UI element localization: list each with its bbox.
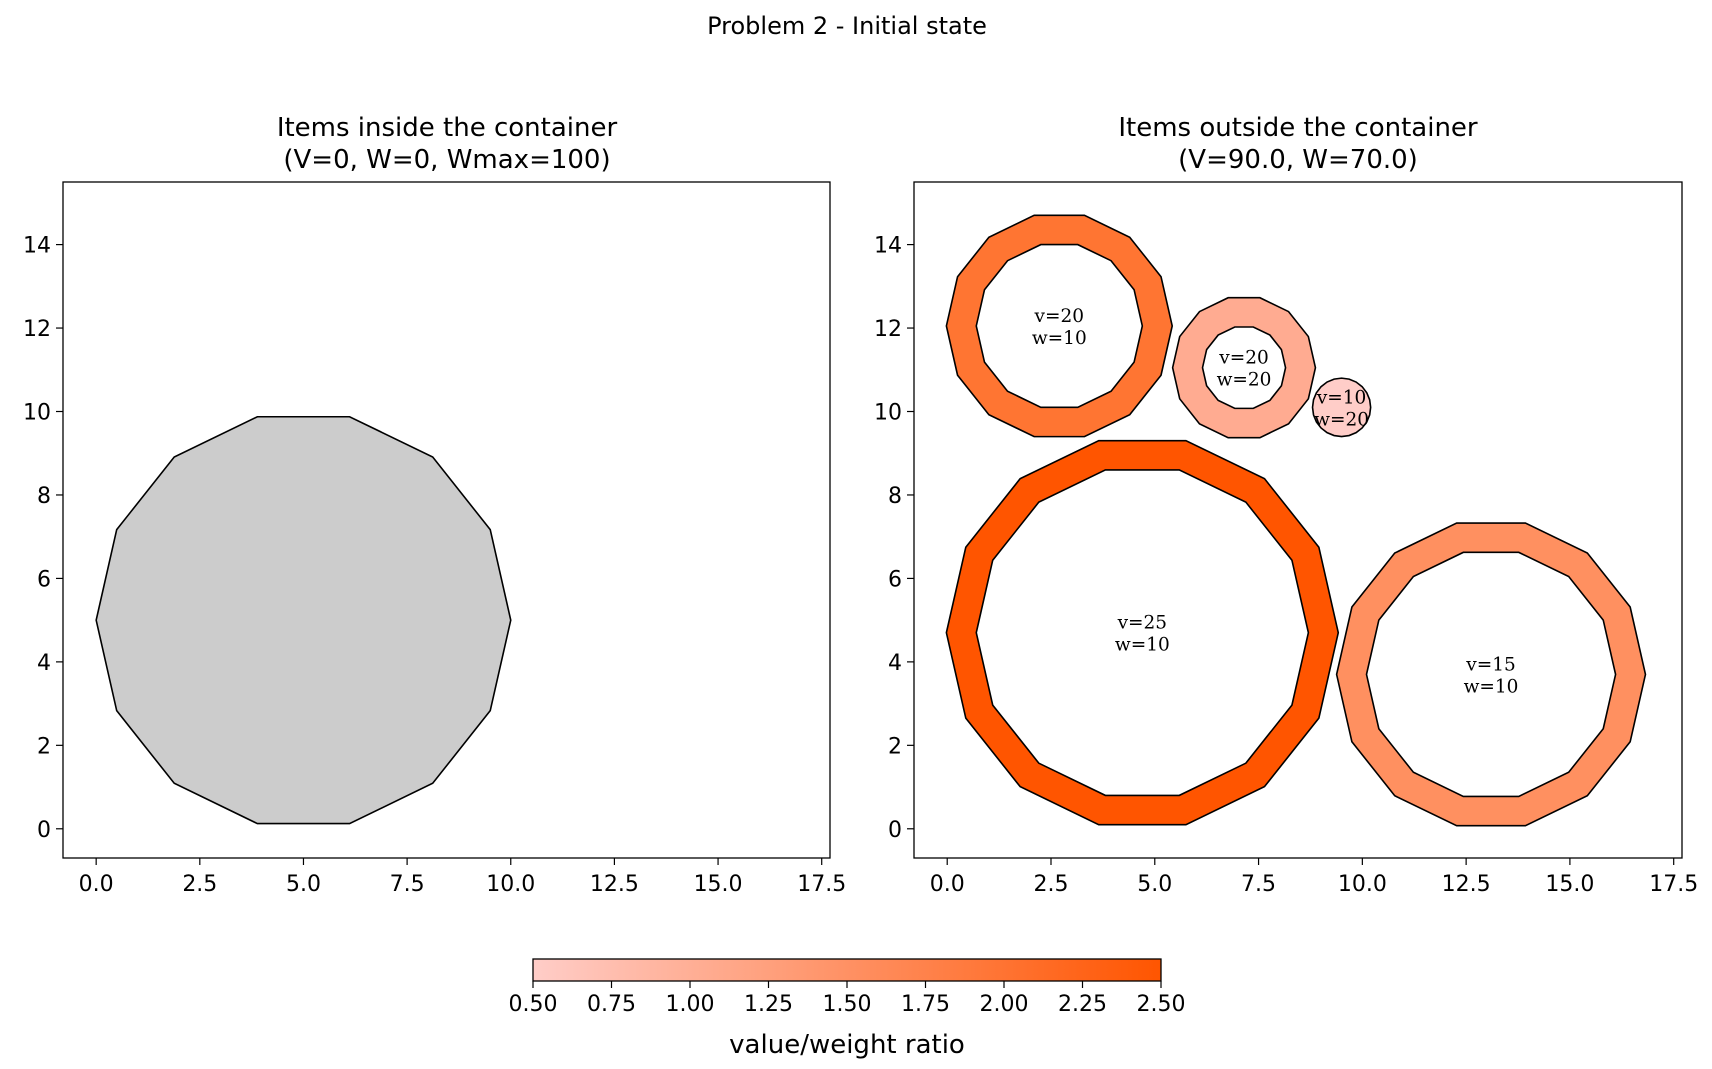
item-ring: v=15w=10: [1335, 522, 1647, 827]
item-weight-label: w=10: [1115, 635, 1170, 656]
item-ring-shape: [945, 214, 1174, 438]
x-tick-label: 10.0: [1338, 872, 1387, 897]
x-tick-label: 0.0: [930, 872, 965, 897]
item-weight-label: w=10: [1032, 328, 1087, 349]
colorbar-label: value/weight ratio: [729, 1030, 965, 1060]
colorbar-tick-label: 1.75: [901, 992, 950, 1017]
axes-frame-outside: [913, 181, 1683, 859]
colorbar-tick-label: 1.50: [823, 992, 872, 1017]
ticks-outside: 0.0 2.5 5.0 7.5 10.0 12.5 15.0 17.5 0 2 4 6 8 10 12 14: [874, 234, 1698, 897]
x-tick-label: 5.0: [1137, 872, 1172, 897]
item-weight-label: w=20: [1314, 409, 1369, 430]
colorbar: 0.50 0.75 1.00 1.25 1.50 1.75 2.00 2.25 2.50 val…: [509, 958, 1186, 1060]
colorbar-tick-label: 2.25: [1058, 992, 1107, 1017]
axes-subtitle-inside: (V=0, W=0, Wmax=100): [283, 145, 610, 175]
y-tick-label: 12: [874, 317, 902, 342]
ticks-inside: 0.0 2.5 5.0 7.5 10.0 12.5 15.0 17.5 0 2 4 6 8 10 12 14: [23, 234, 846, 897]
y-tick-label: 6: [888, 567, 902, 592]
x-tick-label: 17.5: [797, 872, 846, 897]
item-ring: v=20w=10: [945, 214, 1174, 438]
colorbar-gradient: [532, 958, 1162, 982]
x-tick-label: 12.5: [590, 872, 639, 897]
axes-title-outside: Items outside the container: [1118, 113, 1478, 143]
item-ring: v=20w=20: [1171, 296, 1317, 439]
item-ring: v=25w=10: [945, 439, 1340, 826]
colorbar-tick-label: 1.00: [666, 992, 715, 1017]
y-tick-label: 2: [888, 734, 902, 759]
y-tick-label: 4: [888, 651, 902, 676]
x-tick-label: 7.5: [390, 872, 425, 897]
item-ring-shape: [1335, 522, 1647, 827]
x-tick-label: 17.5: [1649, 872, 1698, 897]
plot-area-inside: [95, 415, 512, 825]
x-tick-label: 5.0: [286, 872, 321, 897]
y-tick-label: 4: [37, 651, 51, 676]
axes-inside-container: Items inside the container (V=0, W=0, Wm…: [23, 113, 846, 897]
item-ring-shape: [1311, 377, 1372, 438]
x-tick-label: 15.0: [694, 872, 743, 897]
axes-title-inside: Items inside the container: [277, 113, 618, 143]
item-value-label: v=10: [1316, 387, 1367, 408]
x-tick-label: 2.5: [1033, 872, 1068, 897]
x-tick-label: 10.0: [486, 872, 535, 897]
colorbar-ticks: 0.50 0.75 1.00 1.25 1.50 1.75 2.00 2.25 2.50: [509, 981, 1186, 1017]
axes-subtitle-outside: (V=90.0, W=70.0): [1178, 145, 1418, 175]
item-weight-label: w=10: [1464, 676, 1519, 697]
axes-outside-container: Items outside the container (V=90.0, W=7…: [874, 113, 1698, 897]
plot-area-outside: v=20w=10v=20w=20v=10w=20v=25w=10v=15w=10: [945, 214, 1647, 827]
colorbar-tick-label: 0.50: [509, 992, 558, 1017]
item-ring-shape: [945, 439, 1340, 826]
y-tick-label: 6: [37, 567, 51, 592]
item-value-label: v=20: [1218, 348, 1269, 369]
y-tick-label: 8: [888, 484, 902, 509]
y-tick-label: 10: [874, 401, 902, 426]
colorbar-tick-label: 1.25: [744, 992, 793, 1017]
x-tick-label: 7.5: [1241, 872, 1276, 897]
y-tick-label: 2: [37, 734, 51, 759]
figure-suptitle: Problem 2 - Initial state: [707, 12, 987, 40]
x-tick-label: 0.0: [79, 872, 114, 897]
item-ring-shape: [1171, 296, 1317, 439]
colorbar-tick-label: 2.00: [980, 992, 1029, 1017]
item-weight-label: w=20: [1217, 370, 1272, 391]
container-polygon: [95, 415, 512, 825]
y-tick-label: 0: [888, 818, 902, 843]
axes-frame-inside: [62, 181, 831, 859]
item-ring: v=10w=20: [1311, 377, 1372, 438]
item-value-label: v=15: [1465, 654, 1516, 675]
x-tick-label: 2.5: [182, 872, 217, 897]
item-value-label: v=20: [1034, 306, 1085, 327]
y-tick-label: 14: [23, 234, 51, 259]
y-tick-label: 0: [37, 818, 51, 843]
item-value-label: v=25: [1117, 613, 1168, 634]
y-tick-label: 10: [23, 401, 51, 426]
x-tick-label: 15.0: [1545, 872, 1594, 897]
colorbar-tick-label: 0.75: [587, 992, 636, 1017]
x-tick-label: 12.5: [1442, 872, 1491, 897]
colorbar-tick-label: 2.50: [1137, 992, 1186, 1017]
y-tick-label: 14: [874, 234, 902, 259]
y-tick-label: 8: [37, 484, 51, 509]
y-tick-label: 12: [23, 317, 51, 342]
